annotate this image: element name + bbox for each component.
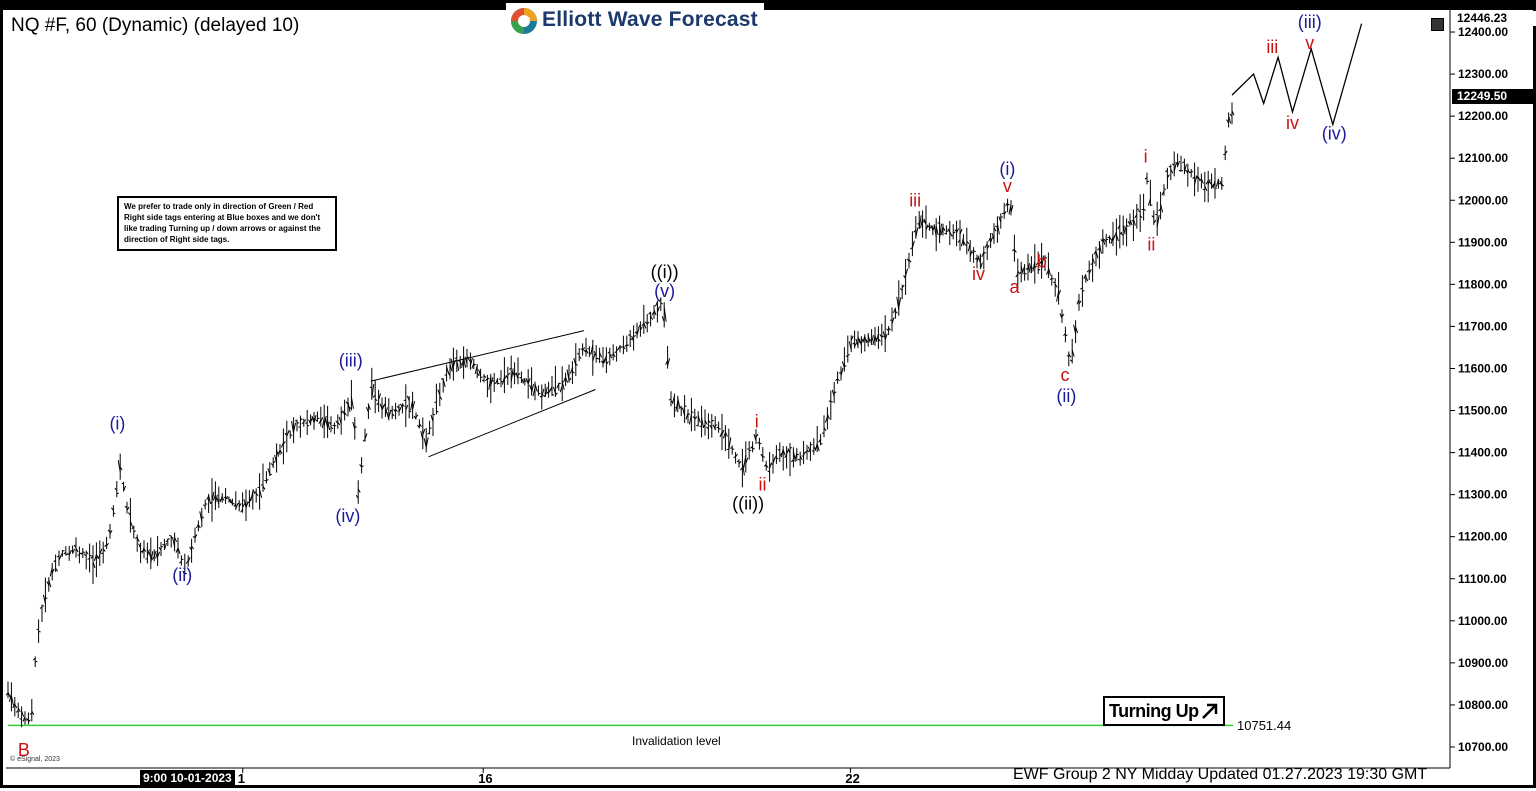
invalidation-value: 10751.44 [1237, 718, 1291, 733]
price-tag-high: 12446.23 [1452, 11, 1536, 26]
price-tag-last: 12249.50 [1452, 89, 1536, 104]
copyright: © eSignal, 2023 [10, 756, 60, 763]
window-icon[interactable] [1431, 18, 1444, 31]
invalidation-label: Invalidation level [632, 734, 721, 748]
date-cursor-box: 9:00 10-01-2023 [140, 770, 235, 786]
footer-text: EWF Group 2 NY Midday Updated 01.27.2023… [1013, 766, 1427, 784]
invalidation-text: Invalidation level 10751.44 [3, 3, 1536, 791]
